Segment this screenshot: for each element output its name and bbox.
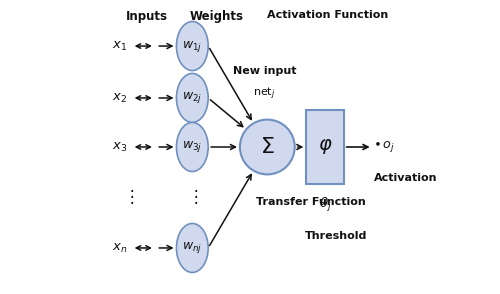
Text: New input: New input — [232, 66, 296, 76]
Text: $\bullet\,o_j$: $\bullet\,o_j$ — [374, 139, 396, 155]
Text: Threshold: Threshold — [306, 231, 368, 241]
Text: Inputs: Inputs — [126, 10, 168, 23]
FancyBboxPatch shape — [306, 109, 344, 185]
Ellipse shape — [176, 21, 208, 71]
Text: Activation: Activation — [374, 173, 437, 183]
Text: $x_2$: $x_2$ — [112, 91, 128, 104]
Ellipse shape — [176, 74, 208, 123]
Text: $\theta_j$: $\theta_j$ — [318, 196, 332, 214]
Text: Activation Function: Activation Function — [268, 10, 388, 20]
Circle shape — [240, 120, 294, 174]
Text: $\vdots$: $\vdots$ — [124, 186, 134, 206]
Text: $\varphi$: $\varphi$ — [318, 138, 332, 156]
Text: $\vdots$: $\vdots$ — [186, 186, 198, 206]
Text: $w_{1j}$: $w_{1j}$ — [182, 39, 203, 54]
Text: $\mathrm{net}_j$: $\mathrm{net}_j$ — [253, 86, 276, 102]
Text: $x_1$: $x_1$ — [112, 39, 128, 53]
Text: Weights: Weights — [190, 10, 244, 23]
Text: $x_n$: $x_n$ — [112, 241, 128, 255]
Ellipse shape — [176, 123, 208, 171]
Text: $w_{2j}$: $w_{2j}$ — [182, 91, 203, 106]
Text: $\Sigma$: $\Sigma$ — [260, 137, 274, 157]
Text: Transfer Function: Transfer Function — [256, 198, 366, 208]
Text: $w_{3j}$: $w_{3j}$ — [182, 139, 203, 155]
Text: $x_3$: $x_3$ — [112, 141, 128, 153]
Ellipse shape — [176, 223, 208, 273]
Text: $w_{nj}$: $w_{nj}$ — [182, 240, 203, 255]
